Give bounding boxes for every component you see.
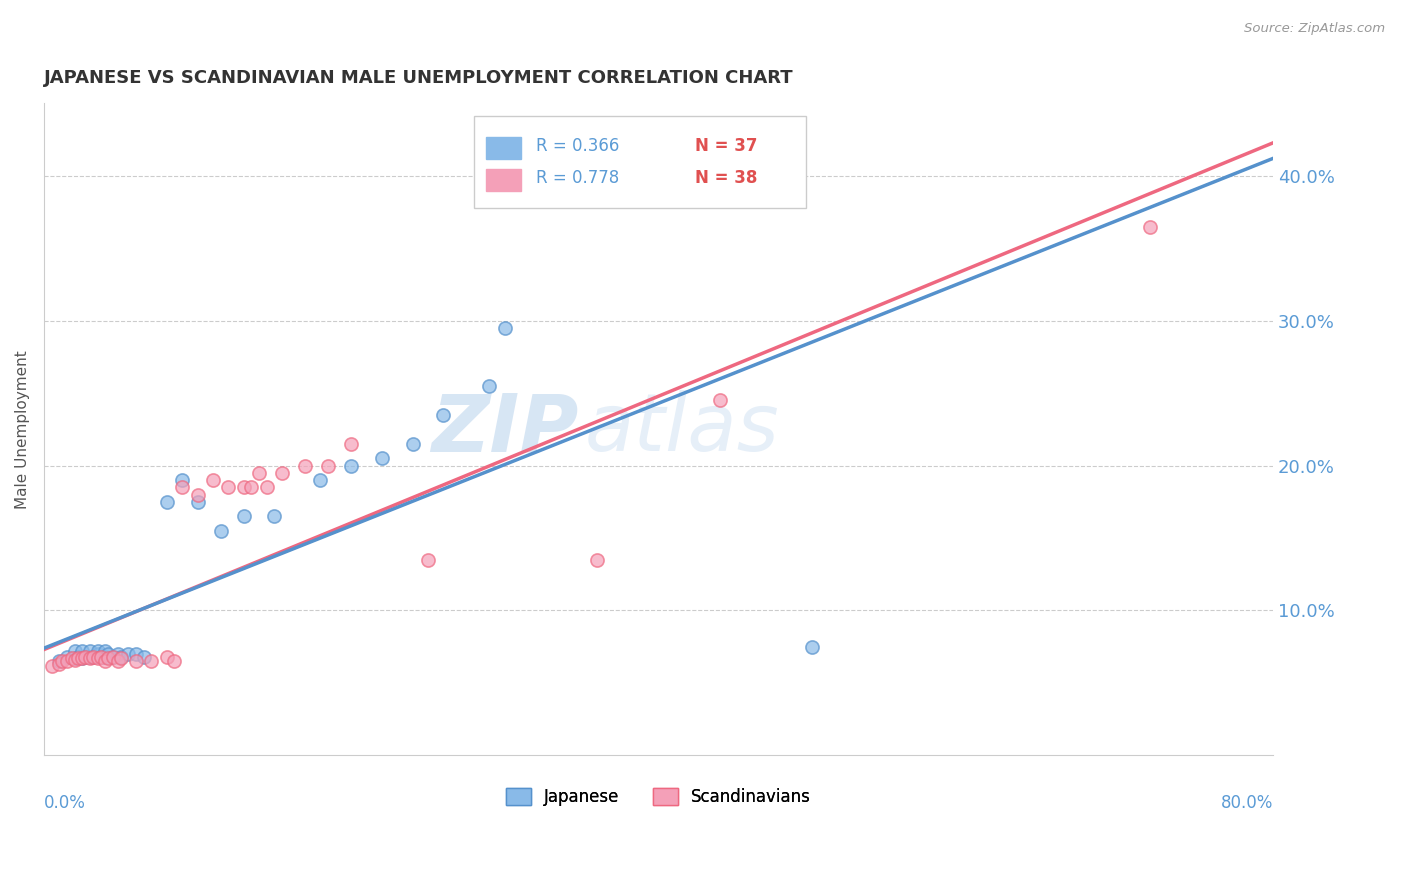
Point (125, 654, 148, 668)
Point (240, 480, 263, 494)
Point (107, 647, 129, 661)
Legend: Japanese, Scandinavians: Japanese, Scandinavians (506, 788, 811, 805)
Point (110, 649, 132, 664)
Point (82, 649, 104, 664)
Point (432, 408, 454, 422)
Point (86, 647, 108, 661)
Point (256, 480, 278, 494)
Point (72, 651, 94, 665)
Point (186, 495, 208, 509)
Point (94, 654, 117, 668)
Point (309, 473, 332, 487)
Point (51, 654, 73, 668)
Point (79, 651, 101, 665)
Point (801, 640, 824, 654)
Point (107, 654, 129, 668)
Point (117, 647, 139, 661)
Point (709, 393, 731, 408)
Point (94, 649, 117, 664)
Point (201, 473, 224, 487)
Point (56, 649, 79, 664)
Point (82, 649, 104, 664)
Text: Source: ZipAtlas.com: Source: ZipAtlas.com (1244, 22, 1385, 36)
Point (79, 644, 101, 658)
Point (79, 649, 101, 664)
Point (209, 524, 232, 538)
Point (316, 458, 339, 473)
Point (494, 321, 516, 335)
Point (48, 654, 70, 668)
Point (294, 458, 316, 473)
Point (416, 553, 439, 567)
Point (271, 466, 294, 480)
Text: atlas: atlas (585, 391, 779, 468)
Point (247, 466, 270, 480)
Point (60, 651, 83, 665)
Point (72, 644, 94, 658)
Point (401, 437, 423, 451)
Point (263, 509, 285, 524)
FancyBboxPatch shape (486, 169, 520, 192)
Point (75, 649, 97, 664)
Text: R = 0.778: R = 0.778 (536, 169, 619, 187)
Point (86, 644, 108, 658)
Point (48, 657, 70, 671)
Point (75, 649, 97, 664)
Point (56, 654, 79, 668)
Text: 80.0%: 80.0% (1220, 795, 1272, 813)
FancyBboxPatch shape (486, 136, 520, 159)
Point (66, 651, 89, 665)
Point (172, 473, 194, 487)
Point (232, 509, 254, 524)
Point (94, 644, 117, 658)
Point (97, 647, 120, 661)
Point (141, 654, 163, 668)
Point (97, 651, 120, 665)
Point (172, 480, 194, 494)
Point (125, 647, 148, 661)
Point (90, 649, 112, 664)
Point (41, 658, 63, 673)
Point (163, 654, 186, 668)
Text: JAPANESE VS SCANDINAVIAN MALE UNEMPLOYMENT CORRELATION CHART: JAPANESE VS SCANDINAVIAN MALE UNEMPLOYME… (44, 69, 793, 87)
Point (86, 651, 108, 665)
Point (63, 644, 86, 658)
Point (186, 487, 208, 501)
Text: 0.0%: 0.0% (44, 795, 86, 813)
Point (371, 451, 394, 466)
Point (340, 458, 363, 473)
Point (232, 480, 254, 494)
Point (110, 651, 132, 665)
Point (156, 649, 179, 664)
Point (101, 649, 124, 664)
Point (90, 649, 112, 664)
Point (66, 649, 89, 664)
Point (63, 651, 86, 665)
Point (101, 649, 124, 664)
Text: R = 0.366: R = 0.366 (536, 136, 619, 154)
FancyBboxPatch shape (474, 116, 806, 208)
Point (63, 653, 86, 667)
Text: N = 38: N = 38 (696, 169, 758, 187)
Point (132, 649, 155, 664)
Point (217, 480, 239, 494)
Point (340, 437, 363, 451)
Text: N = 37: N = 37 (696, 136, 758, 154)
Point (1139, 219, 1161, 234)
Point (478, 379, 501, 393)
Point (72, 651, 94, 665)
Point (586, 553, 609, 567)
Text: ZIP: ZIP (432, 391, 578, 468)
Y-axis label: Male Unemployment: Male Unemployment (15, 350, 30, 508)
Point (156, 495, 179, 509)
